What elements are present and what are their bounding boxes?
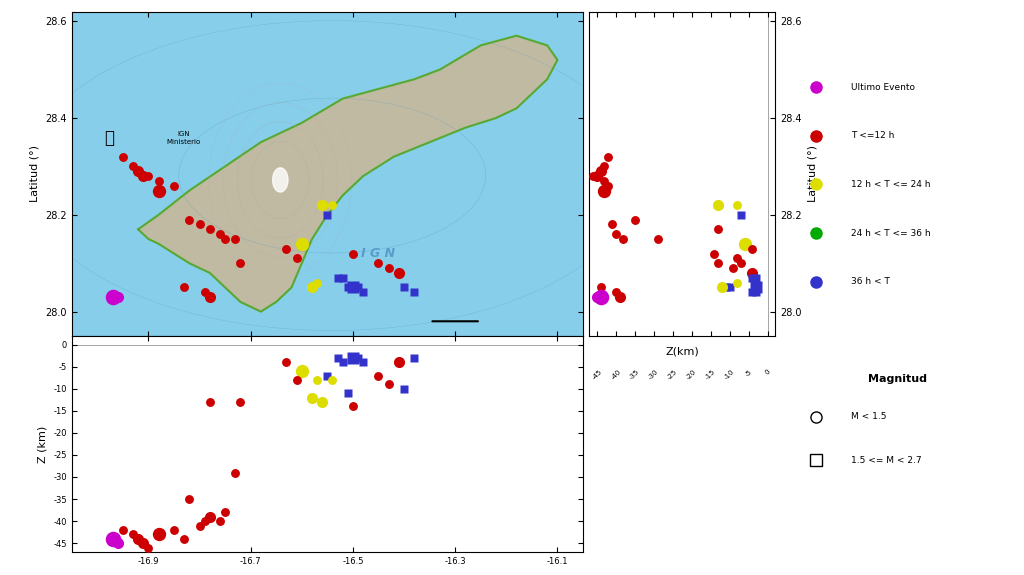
Text: -30: -30	[647, 368, 659, 381]
Text: 1.5 <= M < 2.7: 1.5 <= M < 2.7	[851, 455, 922, 465]
Text: -20: -20	[685, 368, 697, 381]
Text: -45: -45	[591, 368, 603, 381]
Y-axis label: Z (km): Z (km)	[38, 426, 48, 462]
Text: -15: -15	[705, 368, 717, 381]
Text: -10: -10	[723, 368, 736, 381]
Text: Z(km): Z(km)	[666, 347, 699, 356]
Polygon shape	[138, 36, 557, 312]
Text: 🏛: 🏛	[104, 129, 115, 147]
Text: 24 h < T <= 36 h: 24 h < T <= 36 h	[851, 229, 931, 237]
Text: M < 1.5: M < 1.5	[851, 412, 887, 421]
Text: 0: 0	[764, 368, 771, 375]
Text: -5: -5	[744, 368, 753, 377]
Text: I G N: I G N	[361, 247, 395, 260]
Text: 12 h < T <= 24 h: 12 h < T <= 24 h	[851, 180, 931, 189]
Y-axis label: Latitud (°): Latitud (°)	[807, 145, 817, 202]
Text: -25: -25	[667, 368, 679, 381]
Text: -35: -35	[629, 368, 641, 381]
Y-axis label: Latitud (°): Latitud (°)	[30, 145, 40, 202]
Polygon shape	[272, 168, 288, 192]
Text: 36 h < T: 36 h < T	[851, 277, 890, 286]
Text: -40: -40	[609, 368, 622, 381]
Text: T <=12 h: T <=12 h	[851, 131, 894, 140]
Text: Magnitud: Magnitud	[868, 374, 927, 384]
Text: IGN
Ministerio: IGN Ministerio	[166, 132, 201, 144]
Text: Ultimo Evento: Ultimo Evento	[851, 83, 915, 91]
